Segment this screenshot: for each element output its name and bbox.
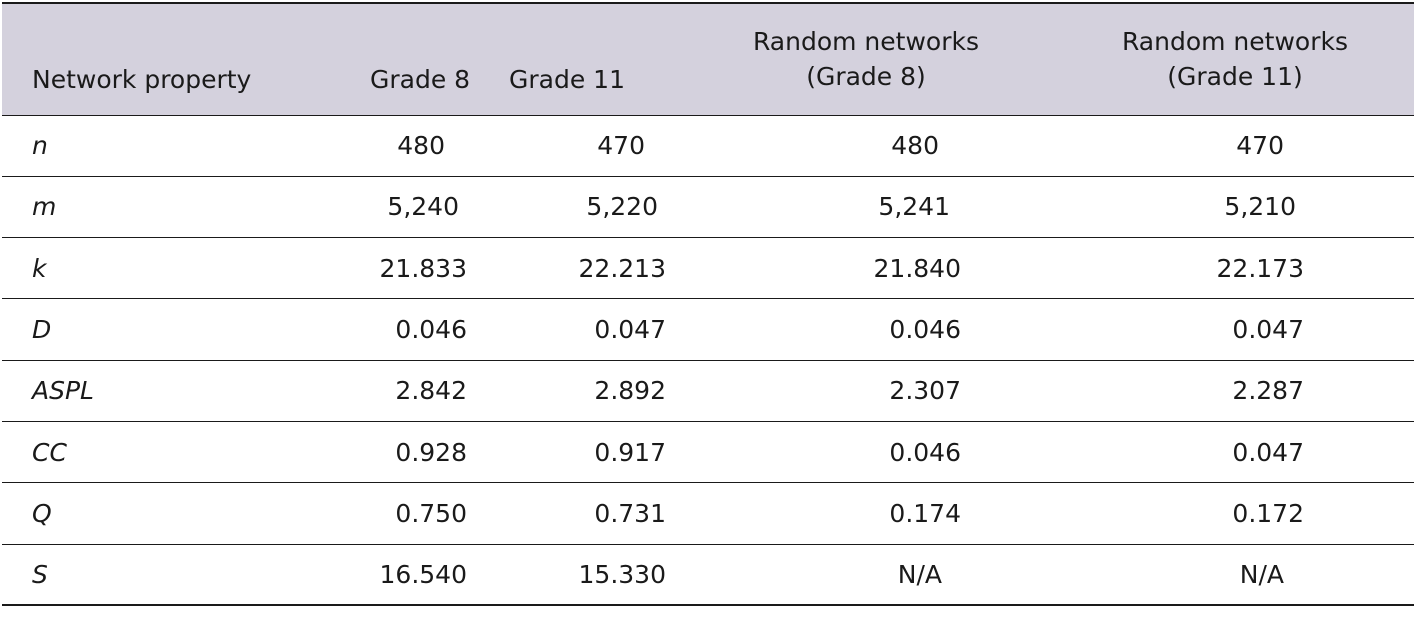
random-grade-8-cell: 2.307 [700, 360, 1056, 422]
header-grade-8-label: Grade 8 [370, 64, 471, 94]
property-cell: ASPL [2, 360, 337, 422]
table-row: k 21.833 22.213 21.840 22.173 [2, 237, 1414, 300]
header-grade-8: Grade 8 [337, 2, 487, 116]
grade-11-cell: 0.731 [487, 482, 700, 545]
grade-11-cell: 2.892 [487, 360, 700, 422]
random-grade-11-cell: N/A [1056, 544, 1414, 607]
property-cell: n [2, 115, 337, 177]
table-row: n 480 470 480 470 [2, 115, 1414, 177]
header-random-grade-8-line1: Random networks [752, 27, 979, 57]
table-row: CC 0.928 0.917 0.046 0.047 [2, 421, 1414, 484]
property-cell: k [2, 237, 337, 300]
table-row: ASPL 2.842 2.892 2.307 2.287 [2, 360, 1414, 422]
header-network-property: Network property [2, 2, 337, 116]
grade-8-cell: 5,240 [337, 176, 487, 239]
random-grade-8-cell: 21.840 [700, 237, 1056, 300]
grade-8-cell: 0.750 [337, 482, 487, 545]
property-cell: Q [2, 482, 337, 545]
grade-11-cell: 0.917 [487, 421, 700, 484]
table-header: Network property Grade 8 Grade 11 Random… [2, 2, 1414, 116]
random-grade-11-cell: 2.287 [1056, 360, 1414, 422]
random-grade-8-cell: 0.174 [700, 482, 1056, 545]
random-grade-11-cell: 470 [1056, 115, 1414, 177]
random-grade-8-cell: 5,241 [700, 176, 1056, 239]
random-grade-11-cell: 22.173 [1056, 237, 1414, 300]
header-random-grade-8-line2: (Grade 8) [806, 62, 926, 92]
property-cell: S [2, 544, 337, 607]
random-grade-11-cell: 0.172 [1056, 482, 1414, 545]
table-row: m 5,240 5,220 5,241 5,210 [2, 176, 1414, 239]
random-grade-11-cell: 0.047 [1056, 421, 1414, 484]
header-random-grade-11-line2: (Grade 11) [1167, 62, 1303, 92]
table-row: D 0.046 0.047 0.046 0.047 [2, 298, 1414, 361]
property-cell: CC [2, 421, 337, 484]
header-grade-11-label: Grade 11 [509, 64, 625, 94]
header-row: Network property Grade 8 Grade 11 Random… [2, 2, 1414, 116]
grade-8-cell: 2.842 [337, 360, 487, 422]
property-cell: D [2, 298, 337, 361]
table-body: n 480 470 480 470 m 5,240 5,220 5,241 5,… [2, 115, 1414, 607]
table-row: Q 0.750 0.731 0.174 0.172 [2, 482, 1414, 545]
grade-8-cell: 21.833 [337, 237, 487, 300]
grade-8-cell: 0.928 [337, 421, 487, 484]
table-row: S 16.540 15.330 N/A N/A [2, 544, 1414, 607]
grade-11-cell: 5,220 [487, 176, 700, 239]
header-random-grade-8: Random networks (Grade 8) [700, 2, 1056, 116]
random-grade-11-cell: 5,210 [1056, 176, 1414, 239]
random-grade-11-cell: 0.047 [1056, 298, 1414, 361]
header-random-grade-11-line1: Random networks [1121, 27, 1348, 57]
network-properties-table: Network property Grade 8 Grade 11 Random… [2, 2, 1414, 607]
grade-11-cell: 22.213 [487, 237, 700, 300]
grade-8-cell: 480 [337, 115, 487, 177]
grade-11-cell: 15.330 [487, 544, 700, 607]
header-random-grade-11: Random networks (Grade 11) [1056, 2, 1414, 116]
random-grade-8-cell: 480 [700, 115, 1056, 177]
grade-11-cell: 470 [487, 115, 700, 177]
random-grade-8-cell: 0.046 [700, 298, 1056, 361]
grade-8-cell: 0.046 [337, 298, 487, 361]
random-grade-8-cell: N/A [700, 544, 1056, 607]
property-cell: m [2, 176, 337, 239]
grade-11-cell: 0.047 [487, 298, 700, 361]
random-grade-8-cell: 0.046 [700, 421, 1056, 484]
header-grade-11: Grade 11 [487, 2, 700, 116]
header-network-property-label: Network property [32, 64, 252, 94]
grade-8-cell: 16.540 [337, 544, 487, 607]
